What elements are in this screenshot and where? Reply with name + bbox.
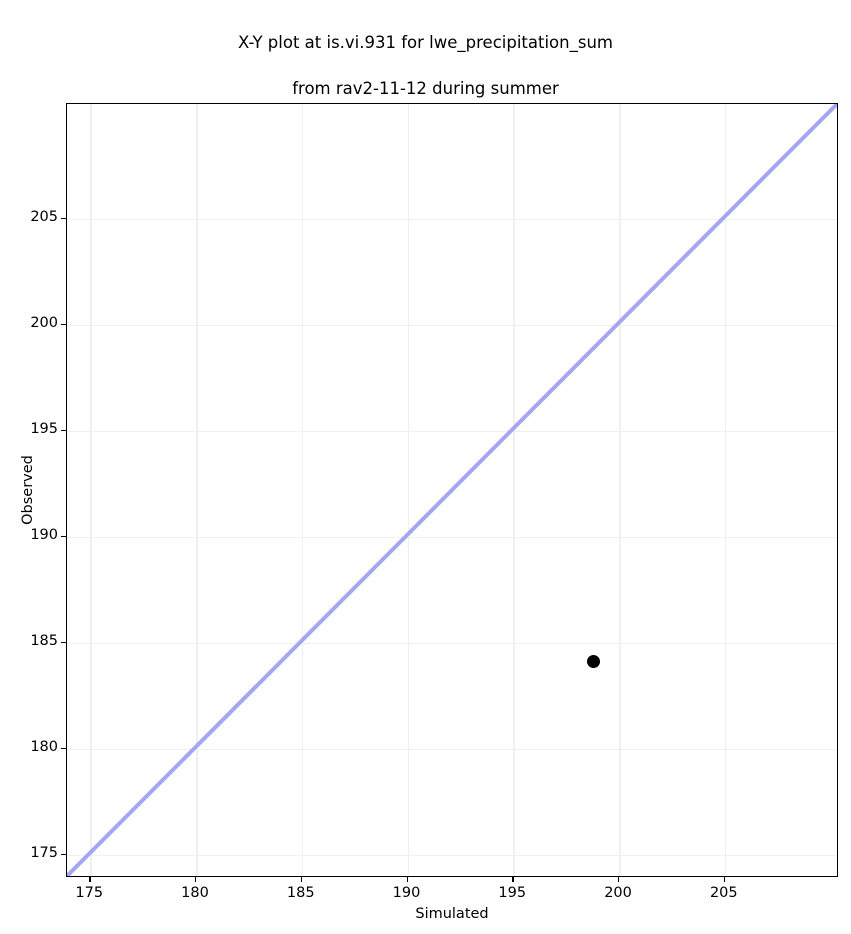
gridline-horizontal bbox=[67, 430, 837, 433]
x-axis-tick-label: 190 bbox=[392, 885, 421, 901]
y-axis-tick-label: 195 bbox=[30, 420, 58, 437]
y-axis-tick bbox=[61, 641, 66, 643]
x-axis-tick-label: 195 bbox=[498, 885, 527, 901]
gridline-horizontal bbox=[67, 536, 837, 539]
gridline-horizontal bbox=[67, 854, 837, 857]
gridline-vertical bbox=[301, 104, 304, 876]
x-axis-tick bbox=[512, 877, 514, 882]
x-axis-tick bbox=[723, 877, 726, 882]
gridline-horizontal bbox=[67, 324, 837, 327]
chart-title-line-1: X-Y plot at is.vi.931 for lwe_precipitat… bbox=[238, 33, 613, 52]
gridline-horizontal bbox=[67, 642, 837, 645]
gridline-vertical bbox=[724, 104, 727, 876]
gridline-vertical bbox=[407, 104, 410, 876]
y-axis-tick-label: 200 bbox=[30, 314, 58, 331]
x-axis-tick bbox=[300, 877, 303, 882]
plot-area bbox=[66, 103, 838, 877]
y-axis-tick-label: 175 bbox=[30, 844, 58, 861]
data-point-marker bbox=[587, 655, 601, 669]
x-axis-tick bbox=[195, 877, 197, 882]
gridline-vertical bbox=[90, 104, 92, 876]
identity-line-segment bbox=[67, 104, 837, 876]
y-axis-tick-label: 190 bbox=[30, 526, 58, 543]
x-axis-tick-label: 185 bbox=[286, 885, 315, 901]
gridline-vertical bbox=[513, 104, 515, 876]
y-axis-label: Observed bbox=[20, 455, 36, 525]
y-axis-tick bbox=[61, 429, 66, 431]
x-axis-tick-label: 180 bbox=[181, 885, 209, 901]
x-axis-tick bbox=[618, 877, 620, 882]
gridline-vertical bbox=[196, 104, 198, 876]
gridline-horizontal bbox=[67, 748, 837, 751]
page-title: X-Y plot at is.vi.931 for lwe_precipitat… bbox=[0, 8, 851, 100]
x-axis-tick-label: 205 bbox=[709, 885, 738, 901]
x-axis-tick-label: 175 bbox=[75, 885, 104, 901]
y-axis-tick-label: 185 bbox=[30, 632, 58, 649]
chart-title-line-2: from rav2-11-12 during summer bbox=[292, 79, 559, 98]
gridline-vertical bbox=[619, 104, 621, 876]
x-axis-tick-label: 200 bbox=[604, 885, 632, 901]
x-axis-label: Simulated bbox=[415, 906, 489, 922]
one-to-one-line bbox=[67, 104, 837, 876]
y-axis-tick-label: 180 bbox=[30, 738, 58, 755]
y-axis-tick bbox=[61, 535, 66, 537]
gridline-horizontal bbox=[67, 218, 837, 221]
x-axis-tick bbox=[406, 877, 408, 882]
y-axis-tick bbox=[61, 217, 66, 219]
x-axis-tick bbox=[89, 877, 91, 882]
y-axis-tick bbox=[61, 747, 66, 749]
y-axis-tick bbox=[61, 853, 66, 855]
y-axis-tick bbox=[61, 323, 66, 325]
y-axis-tick-label: 205 bbox=[30, 208, 58, 225]
